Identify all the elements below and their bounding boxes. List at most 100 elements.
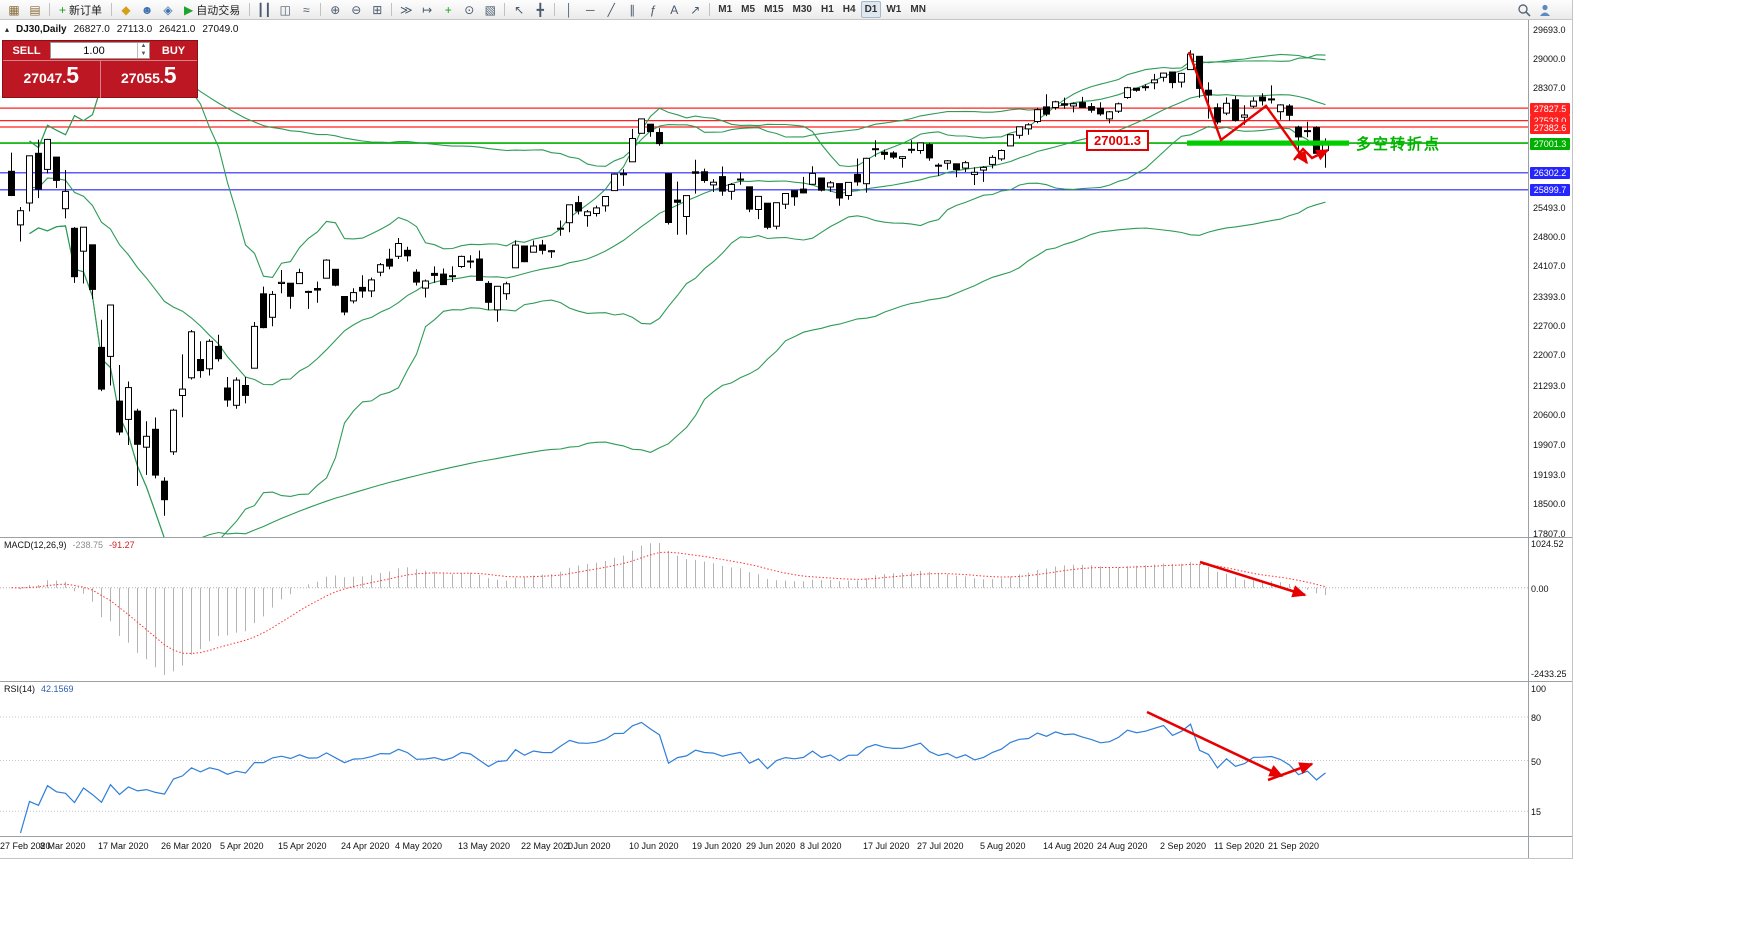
panel-separator[interactable] xyxy=(0,537,1572,538)
auto-scroll-icon[interactable]: ≫ xyxy=(396,1,416,18)
metaeditor-icon-glyph-icon: ◆ xyxy=(121,2,131,17)
macd-panel[interactable] xyxy=(0,537,1528,681)
price-axis[interactable]: 29693.0 29000.0 28307.0 25493.0 24800.0 24107… xyxy=(1528,20,1572,858)
line-chart-type-icon[interactable]: ≈ xyxy=(296,1,316,18)
date-label: 14 Aug 2020 xyxy=(1043,841,1094,851)
volume-stepper[interactable]: ▲ ▼ xyxy=(137,43,149,58)
price-chart[interactable] xyxy=(0,20,1528,537)
timeframe-w1[interactable]: W1 xyxy=(886,4,902,15)
profiles-icon-glyph-icon: ▤ xyxy=(29,2,41,17)
zoom-out-icon[interactable]: ⊖ xyxy=(346,1,366,18)
timeframe-h1[interactable]: H1 xyxy=(820,4,834,15)
price-tick: 18500.0 xyxy=(1533,499,1566,510)
date-label: 15 Apr 2020 xyxy=(278,841,327,851)
timeframe-m5[interactable]: M5 xyxy=(741,4,756,15)
new-order-button-label: 新订单 xyxy=(69,4,103,17)
date-axis[interactable]: 27 Feb 2020 8 Mar 2020 17 Mar 2020 26 Mar 2… xyxy=(0,836,1528,858)
candlestick-type-icon[interactable]: ◫ xyxy=(275,1,295,18)
sell-button[interactable]: 27047. 5 xyxy=(3,61,100,98)
buy-button[interactable]: 27055. 5 xyxy=(101,61,198,98)
date-label: 11 Sep 2020 xyxy=(1214,841,1265,851)
autotrading-button[interactable]: ▶ 自动交易 xyxy=(179,1,245,18)
rsi-scale-80: 80 xyxy=(1531,713,1542,723)
chart-shift-icon[interactable]: ↦ xyxy=(417,1,437,18)
rsi-label: RSI(14) 42.1569 xyxy=(4,684,74,694)
panel-separator[interactable] xyxy=(0,836,1572,837)
new-chart-icon-glyph-icon: ▦ xyxy=(8,2,20,17)
market-icon-glyph-icon: ◈ xyxy=(163,2,173,17)
metaeditor-icon[interactable]: ◆ xyxy=(116,1,136,18)
vertical-line-icon[interactable]: │ xyxy=(559,1,579,18)
price-tick: 22700.0 xyxy=(1533,321,1566,331)
price-tick: 29693.0 xyxy=(1533,24,1566,35)
price-tick: 17807.0 xyxy=(1533,528,1566,539)
rsi-panel[interactable] xyxy=(0,681,1528,836)
templates-icon[interactable]: ▧ xyxy=(480,1,500,18)
panel-separator[interactable] xyxy=(0,681,1572,682)
volume-input[interactable]: 1.00 ▲ ▼ xyxy=(50,42,150,59)
sell-label[interactable]: SELL xyxy=(12,44,41,57)
zoom-out-icon-glyph-icon: ⊖ xyxy=(351,2,362,17)
toolbar-separator xyxy=(554,3,556,16)
timeframe-m15[interactable]: M15 xyxy=(764,4,784,15)
bar-chart-type-icon[interactable]: ┃┃ xyxy=(254,1,274,18)
mt4-window: ▦ ▤ + 新订单 ◆ ☻ ◈ ▶ 自动交易 ┃┃ ◫ ≈ ⊕ ⊖ ⊞ ≫ ↦ + ⊙ ▧ ↖ ╋ │ ─ ╱ ∥ ƒ A ↗ M1 M5 M… xyxy=(0,0,1573,859)
close-value: 27049.0 xyxy=(202,24,239,35)
timeframe-mn[interactable]: MN xyxy=(910,4,926,15)
new-chart-icon[interactable]: ▦ xyxy=(4,1,24,18)
horizontal-line-icon[interactable]: ─ xyxy=(580,1,600,18)
rsi-name: RSI(14) xyxy=(4,684,36,694)
zoom-in-icon-glyph-icon: ⊕ xyxy=(330,2,341,17)
price-divider xyxy=(99,61,101,98)
high-value: 27113.0 xyxy=(116,24,153,35)
timeframe-h4[interactable]: H4 xyxy=(842,4,856,15)
date-label: 5 Apr 2020 xyxy=(220,841,264,851)
cursor-icon[interactable]: ↖ xyxy=(509,1,529,18)
timeframe-m30[interactable]: M30 xyxy=(792,4,812,15)
auto-scroll-icon-glyph-icon: ≫ xyxy=(399,2,413,17)
indicators-icon[interactable]: + xyxy=(438,1,458,18)
one-click-collapse-icon[interactable]: ▴ xyxy=(5,25,10,34)
mql5-community-icon[interactable]: ☻ xyxy=(137,1,157,18)
volume-value[interactable]: 1.00 xyxy=(83,44,105,57)
rsi-scale-50: 50 xyxy=(1531,756,1542,767)
mql5-community-icon-glyph-icon: ☻ xyxy=(140,2,154,17)
line-chart-type-icon-glyph-icon: ≈ xyxy=(302,2,310,17)
new-order-glyph-icon: + xyxy=(59,2,67,17)
macd-scale-top: 1024.52 xyxy=(1531,539,1564,549)
date-label: 17 Mar 2020 xyxy=(98,841,149,851)
date-label: 2 Sep 2020 xyxy=(1160,841,1207,851)
profiles-icon[interactable]: ▤ xyxy=(25,1,45,18)
date-label: 26 Mar 2020 xyxy=(161,841,212,851)
price-flag-annotation: 27001.3 xyxy=(1086,130,1149,151)
text-icon[interactable]: A xyxy=(664,1,684,18)
trendline-icon[interactable]: ╱ xyxy=(601,1,621,18)
arrows-icon[interactable]: ↗ xyxy=(685,1,705,18)
buy-label[interactable]: BUY xyxy=(161,44,186,57)
date-label: 10 Jun 2020 xyxy=(629,841,679,851)
market-icon[interactable]: ◈ xyxy=(158,1,178,18)
volume-down-icon[interactable]: ▼ xyxy=(140,50,147,57)
timeframe-d1[interactable]: D1 xyxy=(860,1,882,18)
price-tick: 20600.0 xyxy=(1533,410,1566,421)
toolbar-separator xyxy=(49,3,50,16)
date-label: 1 Jun 2020 xyxy=(566,841,611,851)
price-tick: 19907.0 xyxy=(1533,439,1566,450)
timeframe-m1[interactable]: M1 xyxy=(718,4,733,15)
new-order-button[interactable]: + 新订单 xyxy=(54,1,107,18)
turning-point-label: 多空转折点 xyxy=(1356,136,1442,153)
volume-up-icon[interactable]: ▲ xyxy=(140,43,147,49)
price-tick: 29000.0 xyxy=(1533,53,1566,64)
macd-label: MACD(12,26,9) -238.75 -91.27 xyxy=(4,540,135,550)
periods-icon[interactable]: ⊙ xyxy=(459,1,479,18)
crosshair-icon[interactable]: ╋ xyxy=(530,1,550,18)
chat-icon[interactable] xyxy=(1538,3,1552,17)
channel-icon[interactable]: ∥ xyxy=(622,1,642,18)
tile-windows-icon[interactable]: ⊞ xyxy=(367,1,387,18)
macd-main-value: -238.75 xyxy=(72,540,104,550)
date-label: 4 May 2020 xyxy=(395,841,443,851)
fibonacci-icon[interactable]: ƒ xyxy=(643,1,663,18)
search-icon[interactable] xyxy=(1517,3,1531,17)
price-tick: 24107.0 xyxy=(1533,261,1566,272)
zoom-in-icon[interactable]: ⊕ xyxy=(325,1,345,18)
